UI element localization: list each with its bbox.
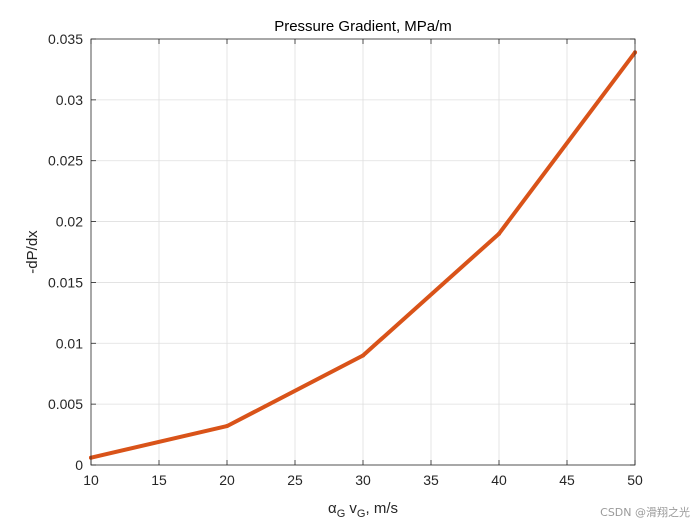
x-tick-label: 25 (287, 472, 303, 488)
x-tick-labels: 10 15 20 25 30 35 40 45 50 (83, 472, 643, 488)
ticks (90, 38, 636, 466)
x-axis-label-symbol: α (328, 500, 337, 517)
y-tick-label: 0 (75, 457, 83, 473)
y-tick-labels: 0 0.005 0.01 0.015 0.02 0.025 0.03 0.035 (48, 31, 83, 473)
y-tick-label: 0.01 (56, 335, 83, 351)
y-tick-label: 0.035 (48, 31, 83, 47)
x-tick-label: 45 (559, 472, 575, 488)
grid (91, 39, 635, 465)
x-tick-label: 30 (355, 472, 371, 488)
x-tick-label: 20 (219, 472, 235, 488)
x-tick-label: 15 (151, 472, 167, 488)
y-tick-label: 0.005 (48, 396, 83, 412)
x-tick-label: 35 (423, 472, 439, 488)
x-axis-label-tail: , m/s (365, 500, 398, 517)
chart-title: Pressure Gradient, MPa/m (274, 18, 452, 35)
x-axis-label-subscript-1: G (337, 508, 346, 520)
y-tick-label: 0.025 (48, 153, 83, 169)
data-point (497, 231, 501, 236)
watermark: CSDN @滑翔之光 (600, 505, 690, 519)
data-point (361, 353, 365, 358)
x-axis-label: αG vG, m/s (328, 500, 398, 520)
y-tick-label: 0.03 (56, 92, 83, 108)
x-axis-label-middle: v (345, 500, 357, 517)
data-point (225, 424, 229, 429)
y-tick-label: 0.015 (48, 274, 83, 290)
x-tick-label: 40 (491, 472, 507, 488)
y-axis-label: -dP/dx (24, 230, 41, 274)
y-tick-label: 0.02 (56, 214, 83, 230)
x-axis-label-subscript-2: G (357, 508, 366, 520)
x-tick-label: 10 (83, 472, 99, 488)
x-tick-label: 50 (627, 472, 643, 488)
